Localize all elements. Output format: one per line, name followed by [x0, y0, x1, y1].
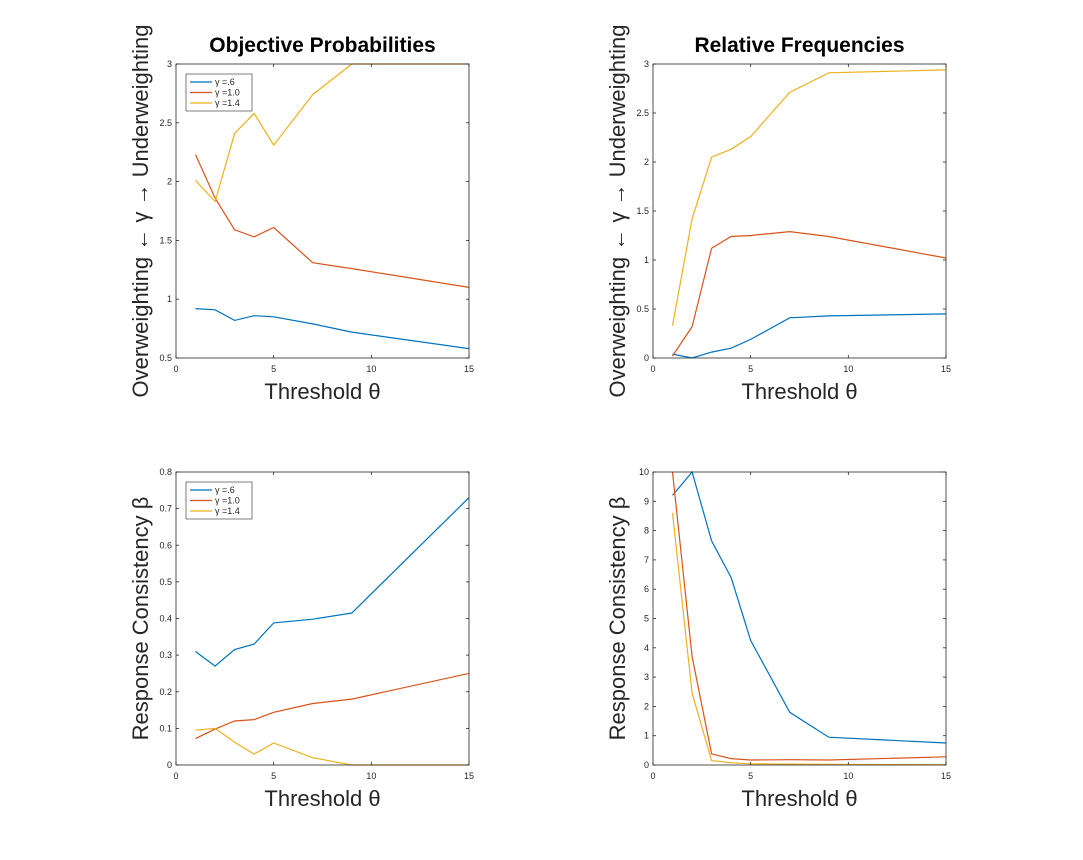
y-tick-label: 1.5 [159, 235, 172, 245]
y-tick-label: 0.3 [159, 650, 172, 660]
y-tick-label: 3 [644, 59, 649, 69]
x-tick-label: 15 [464, 771, 474, 781]
series-line-2 [671, 471, 946, 761]
y-tick-label: 2.5 [636, 108, 649, 118]
y-tick-label: 2.5 [159, 118, 172, 128]
y-tick-label: 3 [167, 59, 172, 69]
y-tick-label: 6 [644, 584, 649, 594]
y-tick-label: 0 [644, 353, 649, 363]
x-axis-label: Threshold θ [741, 786, 857, 811]
y-tick-label: 0 [644, 760, 649, 770]
y-tick-label: 5 [644, 614, 649, 624]
legend-entry: γ =.6 [215, 77, 235, 87]
x-tick-label: 0 [173, 771, 178, 781]
series-group [671, 69, 946, 359]
series-line-1 [195, 497, 469, 667]
x-tick-label: 15 [464, 364, 474, 374]
x-tick-label: 5 [748, 771, 753, 781]
axes-box [175, 63, 470, 359]
x-tick-label: 10 [366, 364, 376, 374]
y-tick-label: 0.5 [159, 577, 172, 587]
legend-box [185, 481, 253, 520]
chart-title: Relative Frequencies [694, 34, 904, 57]
axes-box [652, 63, 947, 359]
y-axis-label: Overweighting ← γ → Underweighting [128, 25, 153, 398]
series-line-1 [672, 313, 946, 359]
chart-2: Relative Frequencies 0 5 10 15 0 0.5 1 1.5 2 2.5 3 T… [605, 25, 951, 404]
series-group [194, 63, 469, 350]
x-tick-label: 0 [650, 771, 655, 781]
y-axis-label: Response Consistency β [128, 497, 153, 741]
y-tick-label: 0.8 [159, 467, 172, 477]
y-tick-label: 0.5 [159, 353, 172, 363]
x-tick-label: 5 [271, 364, 276, 374]
y-tick-label: 3 [644, 672, 649, 682]
series-line-2 [194, 154, 469, 288]
y-tick-label: 1.5 [636, 206, 649, 216]
chart-1: Objective Probabilities 0 5 10 15 0.5 1 1.5 2 2.5… [128, 25, 474, 404]
chart-title: Objective Probabilities [209, 34, 435, 57]
series-line-1 [672, 471, 946, 744]
y-tick-label: 2 [644, 157, 649, 167]
chart-4: 0 5 10 15 0 1 2 3 4 5 6 7 8 9 10 Threshold θ Response Co… [605, 467, 951, 811]
chart-3: 0 5 10 15 0 0.1 0.2 0.3 0.4 0.5 0.6 0.7 0.8 Threshold… [128, 467, 474, 811]
y-axis-label: Overweighting ← γ → Underweighting [605, 25, 630, 398]
y-axis-label: Response Consistency β [605, 497, 630, 741]
x-tick-label: 10 [843, 771, 853, 781]
series-line-3 [671, 69, 946, 326]
legend-entry: γ =.6 [215, 485, 235, 495]
x-tick-label: 15 [941, 771, 951, 781]
series-line-3 [195, 727, 469, 766]
y-tick-label: 1 [167, 294, 172, 304]
y-tick-label: 0.2 [159, 687, 172, 697]
y-tick-label: 0.1 [159, 723, 172, 733]
series-line-1 [195, 308, 469, 350]
y-tick-label: 2 [167, 177, 172, 187]
y-tick-label: 9 [644, 496, 649, 506]
legend-entry: γ =1.0 [215, 88, 240, 98]
y-tick-label: 8 [644, 526, 649, 536]
x-axis-label: Threshold θ [264, 786, 380, 811]
x-tick-label: 5 [748, 364, 753, 374]
x-axis-label: Threshold θ [741, 379, 857, 404]
x-tick-label: 15 [941, 364, 951, 374]
x-tick-label: 0 [650, 364, 655, 374]
x-tick-label: 10 [366, 771, 376, 781]
y-tick-label: 0.5 [636, 304, 649, 314]
y-tick-label: 7 [644, 555, 649, 565]
y-tick-label: 0 [167, 760, 172, 770]
x-axis-label: Threshold θ [264, 379, 380, 404]
series-group [195, 497, 469, 766]
y-tick-label: 4 [644, 643, 649, 653]
y-tick-label: 1 [644, 255, 649, 265]
legend: γ =.6γ =1.0γ =1.4 [185, 481, 253, 520]
x-tick-label: 0 [173, 364, 178, 374]
y-tick-label: 0.4 [159, 614, 172, 624]
y-tick-label: 1 [644, 731, 649, 741]
series-line-3 [195, 63, 469, 203]
x-tick-label: 10 [843, 364, 853, 374]
legend-entry: γ =1.4 [215, 506, 240, 516]
axes-box [652, 471, 947, 766]
series-line-2 [672, 230, 946, 357]
y-tick-label: 0.7 [159, 504, 172, 514]
y-tick-label: 10 [639, 467, 649, 477]
y-tick-label: 0.6 [159, 540, 172, 550]
series-group [671, 471, 946, 766]
series-line-3 [671, 512, 946, 766]
legend-entry: γ =1.0 [215, 496, 240, 506]
x-tick-label: 5 [271, 771, 276, 781]
y-tick-label: 2 [644, 701, 649, 711]
legend-entry: γ =1.4 [215, 98, 240, 108]
legend: γ =.6γ =1.0γ =1.4 [185, 73, 253, 112]
series-line-2 [195, 672, 469, 740]
